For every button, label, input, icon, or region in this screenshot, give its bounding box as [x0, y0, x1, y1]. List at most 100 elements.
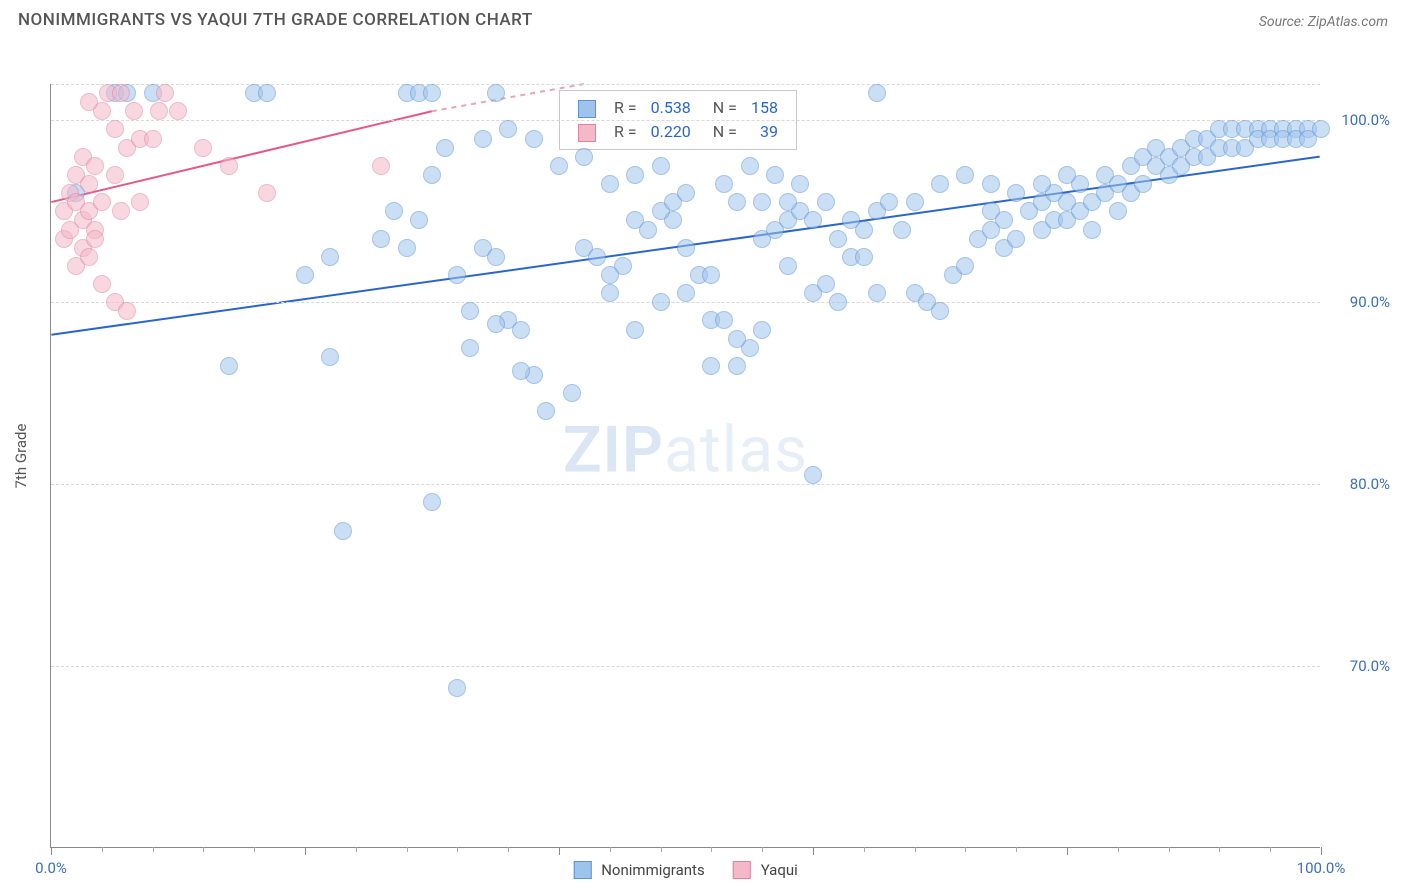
- scatter-point: [652, 157, 670, 175]
- scatter-point: [601, 284, 619, 302]
- x-tick-minor: [1169, 847, 1170, 852]
- scatter-point: [106, 120, 124, 138]
- x-tick-minor: [1270, 847, 1271, 852]
- scatter-point: [931, 302, 949, 320]
- x-tick-minor: [102, 847, 103, 852]
- scatter-point: [86, 157, 104, 175]
- scatter-point: [118, 302, 136, 320]
- scatter-point: [321, 248, 339, 266]
- scatter-point: [258, 84, 276, 102]
- scatter-point: [728, 330, 746, 348]
- chart-title: NONIMMIGRANTS VS YAQUI 7TH GRADE CORRELA…: [18, 10, 533, 30]
- x-tick-minor: [1118, 847, 1119, 852]
- x-tick: [813, 847, 814, 855]
- x-tick-minor: [407, 847, 408, 852]
- scatter-point: [372, 157, 390, 175]
- scatter-point: [1134, 175, 1152, 193]
- scatter-point: [474, 130, 492, 148]
- scatter-point: [702, 266, 720, 284]
- scatter-point: [842, 211, 860, 229]
- scatter-point: [296, 266, 314, 284]
- scatter-point: [423, 84, 441, 102]
- scatter-point: [372, 230, 390, 248]
- x-tick-minor: [864, 847, 865, 852]
- x-tick: [1067, 847, 1068, 855]
- scatter-point: [131, 193, 149, 211]
- x-tick-minor: [915, 847, 916, 852]
- scatter-point: [550, 157, 568, 175]
- x-tick-minor: [508, 847, 509, 852]
- scatter-point: [410, 211, 428, 229]
- scatter-point: [436, 139, 454, 157]
- scatter-point: [753, 193, 771, 211]
- x-tick-label: 100.0%: [1297, 859, 1346, 877]
- x-tick: [1321, 847, 1322, 855]
- scatter-point: [220, 357, 238, 375]
- scatter-point: [150, 102, 168, 120]
- scatter-point: [855, 248, 873, 266]
- scatter-point: [1007, 184, 1025, 202]
- scatter-point: [80, 248, 98, 266]
- scatter-point: [702, 357, 720, 375]
- scatter-point: [125, 102, 143, 120]
- legend-item: Nonimmigrants: [573, 861, 704, 879]
- plot-region: ZIPatlas R =0.538N =158R =0.220N =39 Non…: [50, 84, 1320, 848]
- y-tick-label: 100.0%: [1330, 111, 1390, 129]
- scatter-point: [677, 284, 695, 302]
- scatter-point: [525, 130, 543, 148]
- scatter-point: [80, 175, 98, 193]
- x-tick-minor: [1016, 847, 1017, 852]
- scatter-point: [804, 211, 822, 229]
- scatter-point: [385, 202, 403, 220]
- x-tick-minor: [254, 847, 255, 852]
- scatter-point: [931, 175, 949, 193]
- scatter-point: [1007, 230, 1025, 248]
- scatter-point: [112, 202, 130, 220]
- scatter-point: [423, 166, 441, 184]
- scatter-point: [487, 315, 505, 333]
- scatter-point: [93, 193, 111, 211]
- scatter-point: [817, 275, 835, 293]
- scatter-point: [512, 362, 530, 380]
- scatter-point: [677, 239, 695, 257]
- scatter-point: [448, 266, 466, 284]
- scatter-point: [258, 184, 276, 202]
- scatter-point: [601, 175, 619, 193]
- scatter-point: [112, 84, 130, 102]
- scatter-point: [1033, 175, 1051, 193]
- scatter-point: [61, 221, 79, 239]
- x-tick-minor: [457, 847, 458, 852]
- scatter-point: [626, 321, 644, 339]
- scatter-point: [652, 293, 670, 311]
- scatter-point: [93, 275, 111, 293]
- scatter-point: [220, 157, 238, 175]
- scatter-point: [86, 230, 104, 248]
- gridline: [51, 120, 1320, 121]
- scatter-point: [1109, 202, 1127, 220]
- x-tick-minor: [965, 847, 966, 852]
- scatter-point: [461, 302, 479, 320]
- y-tick-label: 80.0%: [1330, 475, 1390, 493]
- x-tick: [559, 847, 560, 855]
- scatter-point: [741, 157, 759, 175]
- scatter-point: [677, 184, 695, 202]
- scatter-point: [715, 311, 733, 329]
- x-tick-minor: [661, 847, 662, 852]
- scatter-point: [779, 257, 797, 275]
- scatter-point: [575, 148, 593, 166]
- scatter-point: [880, 193, 898, 211]
- x-tick-minor: [762, 847, 763, 852]
- chart-source: Source: ZipAtlas.com: [1259, 14, 1388, 30]
- scatter-point: [80, 93, 98, 111]
- scatter-point: [156, 84, 174, 102]
- scatter-point: [423, 493, 441, 511]
- x-tick-minor: [711, 847, 712, 852]
- scatter-point: [956, 166, 974, 184]
- scatter-point: [766, 166, 784, 184]
- scatter-point: [829, 230, 847, 248]
- scatter-point: [106, 166, 124, 184]
- stats-row: R =0.220N =39: [572, 121, 784, 143]
- scatter-point: [626, 211, 644, 229]
- scatter-point: [982, 221, 1000, 239]
- scatter-point: [868, 84, 886, 102]
